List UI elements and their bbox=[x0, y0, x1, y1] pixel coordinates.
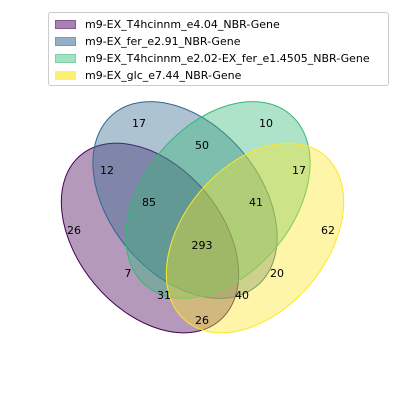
region-count-bcd: 41 bbox=[249, 196, 263, 209]
venn-region-labels: 26 17 10 62 12 50 17 85 41 293 7 20 31 4… bbox=[67, 117, 335, 327]
legend: m9-EX_T4hcinnm_e4.04_NBR-Gene m9-EX_fer_… bbox=[48, 12, 389, 86]
legend-label: m9-EX_fer_e2.91_NBR-Gene bbox=[85, 34, 241, 48]
region-count-a-only: 26 bbox=[67, 224, 81, 237]
legend-label: m9-EX_T4hcinnm_e2.02-EX_fer_e1.4505_NBR-… bbox=[85, 51, 370, 65]
legend-swatch bbox=[55, 53, 76, 63]
region-count-ab: 12 bbox=[100, 164, 114, 177]
region-count-abd: 40 bbox=[235, 289, 249, 302]
set-b-ellipse bbox=[92, 101, 278, 299]
legend-label: m9-EX_glc_e7.44_NBR-Gene bbox=[85, 68, 242, 82]
legend-item: m9-EX_T4hcinnm_e2.02-EX_fer_e1.4505_NBR-… bbox=[55, 51, 370, 65]
venn-set-shapes bbox=[60, 101, 345, 334]
region-count-c-only: 10 bbox=[259, 117, 273, 130]
region-count-ac: 7 bbox=[125, 267, 132, 280]
set-d-ellipse bbox=[165, 142, 345, 334]
legend-label: m9-EX_T4hcinnm_e4.04_NBR-Gene bbox=[85, 17, 280, 31]
region-count-ad: 26 bbox=[195, 314, 209, 327]
region-count-b-only: 17 bbox=[132, 117, 146, 130]
region-count-d-only: 62 bbox=[321, 224, 335, 237]
set-a-ellipse bbox=[60, 142, 240, 334]
region-count-acd: 31 bbox=[157, 289, 171, 302]
legend-item: m9-EX_glc_e7.44_NBR-Gene bbox=[55, 68, 241, 82]
region-count-bd: 20 bbox=[270, 267, 284, 280]
set-c-ellipse bbox=[125, 101, 311, 299]
legend-swatch bbox=[55, 36, 76, 46]
region-count-abcd: 293 bbox=[192, 239, 213, 252]
legend-swatch bbox=[55, 70, 76, 80]
region-count-abc: 85 bbox=[142, 196, 156, 209]
region-count-bc: 50 bbox=[195, 139, 209, 152]
legend-swatch bbox=[55, 19, 76, 29]
legend-item: m9-EX_fer_e2.91_NBR-Gene bbox=[55, 34, 240, 48]
legend-item: m9-EX_T4hcinnm_e4.04_NBR-Gene bbox=[55, 17, 280, 31]
region-count-cd: 17 bbox=[292, 164, 306, 177]
